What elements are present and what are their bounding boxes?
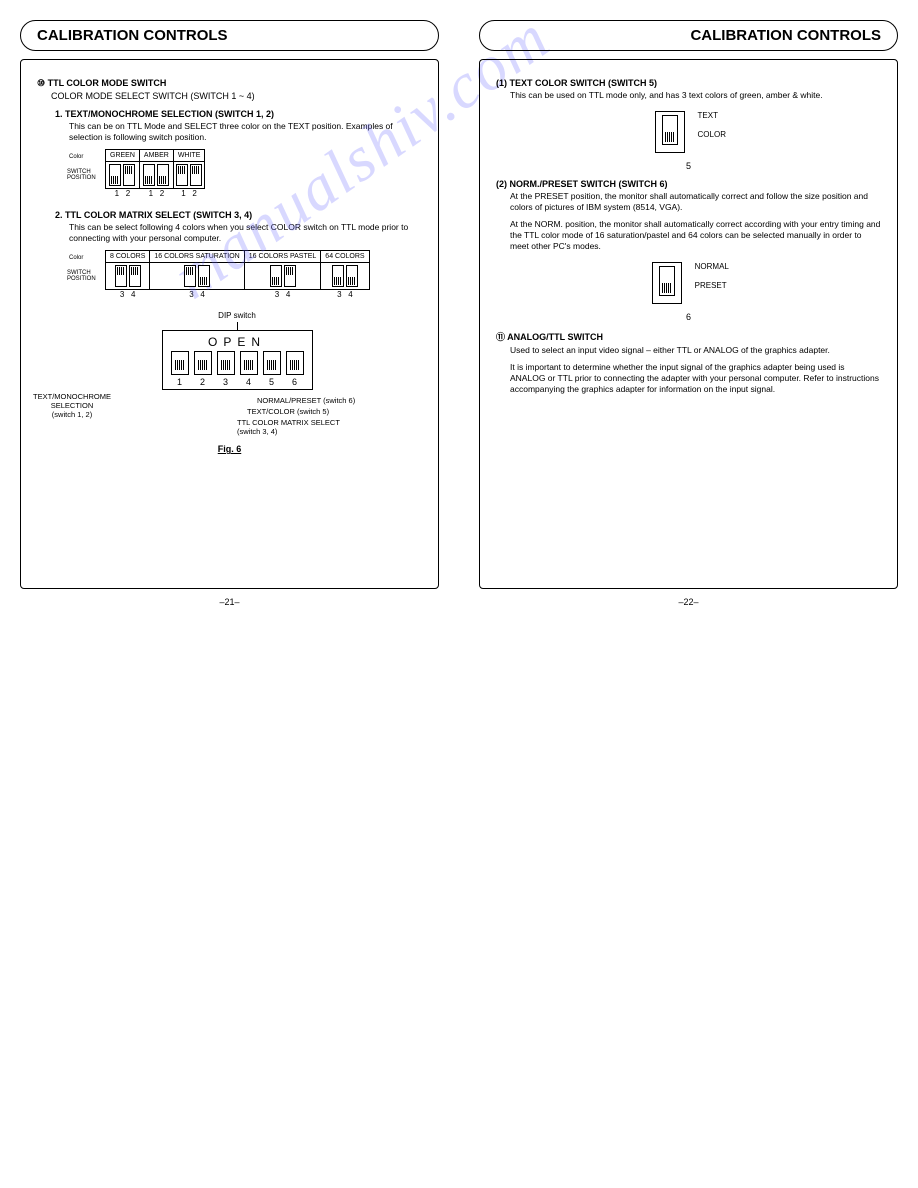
t2-cell3: [321, 263, 369, 290]
fig-label: Fig. 6: [37, 444, 422, 454]
t1-col2: WHITE: [173, 150, 205, 162]
dip-box: OPEN 1 2 3 4 5 6: [162, 330, 313, 390]
dip-slot-6: [286, 351, 304, 375]
switch6-labels: NORMAL PRESET: [695, 262, 729, 290]
table2: Color 8 COLORS 16 COLORS SATURATION 16 C…: [65, 250, 370, 299]
dip-slot-2: [194, 351, 212, 375]
dip-slot-5: [263, 351, 281, 375]
r-s1-body: This can be used on TTL mode only, and h…: [510, 90, 881, 101]
right-title: CALIBRATION CONTROLS: [479, 20, 898, 51]
dip-num-5: 5: [263, 377, 281, 387]
t2-n3: 3 4: [321, 290, 369, 300]
dip-slot-1: [171, 351, 189, 375]
switch5-labels: TEXT COLOR: [698, 111, 726, 139]
item2-block: 2. TTL COLOR MATRIX SELECT (SWITCH 3, 4)…: [55, 210, 422, 299]
dip-num-1: 1: [171, 377, 189, 387]
switch5-diagram: TEXT COLOR 5: [496, 107, 881, 171]
dip-diagram: DIP switch OPEN 1 2 3: [97, 311, 377, 436]
dip-num-4: 4: [240, 377, 258, 387]
switch6-num: 6: [496, 312, 881, 322]
callout-r3: TTL COLOR MATRIX SELECT (switch 3, 4): [237, 418, 377, 436]
t2-col0: 8 COLORS: [106, 251, 150, 263]
item1-body: This can be on TTL Mode and SELECT three…: [69, 121, 422, 143]
page-right: CALIBRATION CONTROLS (1) TEXT COLOR SWIT…: [479, 20, 898, 607]
t2-col2: 16 COLORS PASTEL: [244, 251, 321, 263]
item2-body: This can be select following 4 colors wh…: [69, 222, 422, 244]
r-s1-head: (1) TEXT COLOR SWITCH (SWITCH 5): [496, 78, 881, 88]
r-s3-head: ⑪ ANALOG/TTL SWITCH: [496, 330, 881, 343]
callout-left: TEXT/MONOCHROME SELECTION (switch 1, 2): [27, 392, 117, 419]
table1: Color GREEN AMBER WHITE SWITCH POSITION …: [65, 149, 205, 198]
dip-callouts: TEXT/MONOCHROME SELECTION (switch 1, 2) …: [97, 396, 377, 436]
dip-slot-3: [217, 351, 235, 375]
dip-num-6: 6: [286, 377, 304, 387]
t1-n2: 1 2: [173, 189, 205, 199]
t2-col1: 16 COLORS SATURATION: [150, 251, 244, 263]
r-s3-body1: Used to select an input video signal – e…: [510, 345, 881, 356]
left-body: manualshiv.com ⑩ TTL COLOR MODE SWITCH C…: [20, 59, 439, 589]
t1-cell2: [173, 162, 205, 189]
t1-n0: 1 2: [106, 189, 140, 199]
t1-cell0: [106, 162, 140, 189]
t2-n0: 3 4: [106, 290, 150, 300]
dip-slot-4: [240, 351, 258, 375]
t2-cell2: [244, 263, 321, 290]
right-body: (1) TEXT COLOR SWITCH (SWITCH 5) This ca…: [479, 59, 898, 589]
page-num-left: –21–: [20, 597, 439, 607]
t2-swlabel: SWITCH POSITION: [65, 263, 106, 290]
dip-num-3: 3: [217, 377, 235, 387]
t1-cell1: [139, 162, 173, 189]
dip-num-2: 2: [194, 377, 212, 387]
dip-label: DIP switch: [97, 311, 377, 320]
page-left: CALIBRATION CONTROLS manualshiv.com ⑩ TT…: [20, 20, 439, 607]
t2-cell0: [106, 263, 150, 290]
sec10-head: ⑩ TTL COLOR MODE SWITCH: [37, 78, 422, 89]
t2-colorlabel: Color: [65, 251, 106, 263]
t1-colorlabel: Color: [65, 150, 106, 162]
item1-head: 1. TEXT/MONOCHROME SELECTION (SWITCH 1, …: [55, 109, 422, 119]
r-s2-head: (2) NORM./PRESET SWITCH (SWITCH 6): [496, 179, 881, 189]
page-num-right: –22–: [479, 597, 898, 607]
t2-cell1: [150, 263, 244, 290]
switch6-diagram: NORMAL PRESET 6: [496, 258, 881, 322]
switch5-num: 5: [496, 161, 881, 171]
t2-n2: 3 4: [244, 290, 321, 300]
t2-col3: 64 COLORS: [321, 251, 369, 263]
callout-r1: NORMAL/PRESET (switch 6): [257, 396, 377, 405]
callout-r2: TEXT/COLOR (switch 5): [247, 407, 377, 416]
t1-swlabel: SWITCH POSITION: [65, 162, 106, 189]
dip-open: OPEN: [171, 335, 304, 349]
item2-head: 2. TTL COLOR MATRIX SELECT (SWITCH 3, 4): [55, 210, 422, 220]
page-spread: CALIBRATION CONTROLS manualshiv.com ⑩ TT…: [20, 20, 898, 607]
r-s3-body2: It is important to determine whether the…: [510, 362, 881, 395]
t1-col1: AMBER: [139, 150, 173, 162]
r-s2-body2: At the NORM. position, the monitor shall…: [510, 219, 881, 252]
left-title: CALIBRATION CONTROLS: [20, 20, 439, 51]
sec10-sub: COLOR MODE SELECT SWITCH (SWITCH 1 ~ 4): [51, 91, 422, 101]
switch6-box: [652, 262, 682, 304]
t2-n1: 3 4: [150, 290, 244, 300]
r-s2-body1: At the PRESET position, the monitor shal…: [510, 191, 881, 213]
t1-col0: GREEN: [106, 150, 140, 162]
switch5-box: [655, 111, 685, 153]
item1-block: 1. TEXT/MONOCHROME SELECTION (SWITCH 1, …: [55, 109, 422, 198]
t1-n1: 1 2: [139, 189, 173, 199]
